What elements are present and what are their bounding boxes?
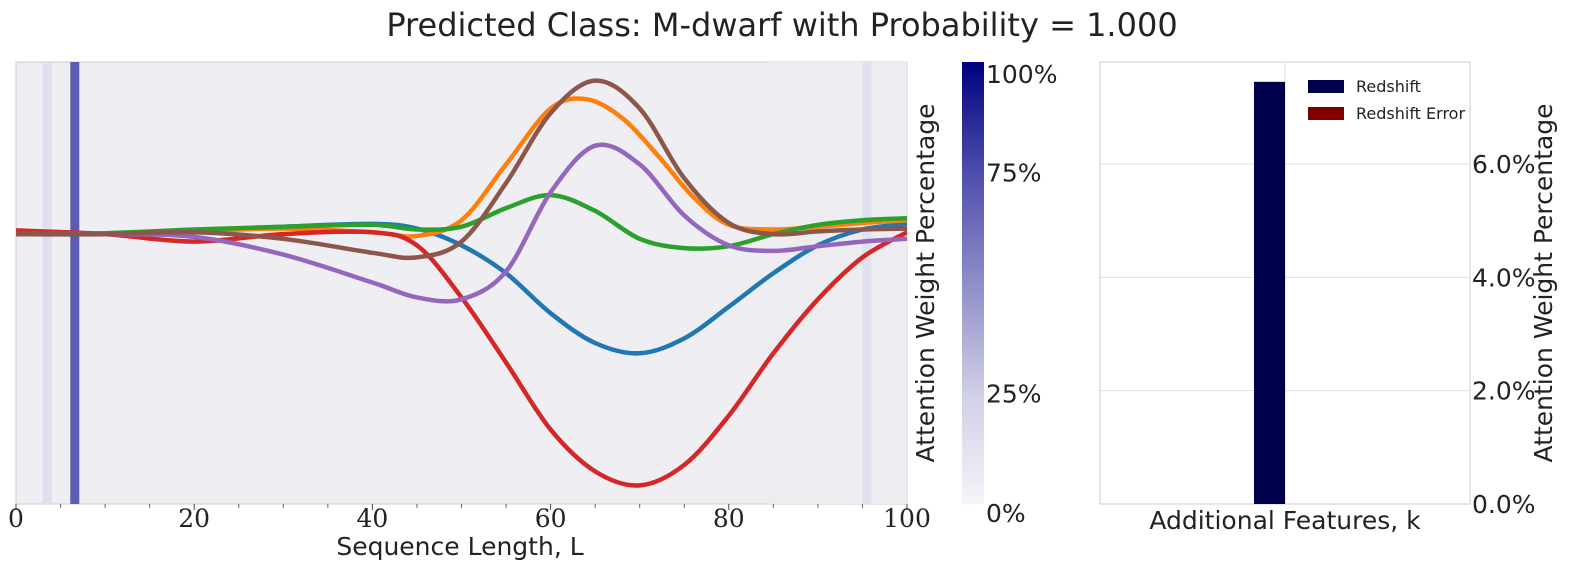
colorbar: 100% 75% 25% 0% Attention Weight Percentage bbox=[911, 60, 1057, 528]
legend-label: Redshift Error bbox=[1356, 104, 1465, 123]
attention-band bbox=[862, 62, 872, 504]
y-tick-label: 2.0% bbox=[1472, 377, 1536, 406]
bar-y-axis-label: Attention Weight Percentage bbox=[1529, 103, 1558, 462]
legend-label: Redshift bbox=[1356, 77, 1421, 96]
y-tick-label: 0.0% bbox=[1472, 490, 1536, 519]
x-tick-label: 40 bbox=[356, 504, 388, 533]
colorbar-tick-label: 100% bbox=[986, 60, 1057, 89]
x-axis-ticks: 0 20 40 60 80 100 bbox=[8, 504, 931, 533]
background-shading bbox=[768, 62, 907, 504]
y-axis-ticks: 6.0% 4.0% 2.0% 0.0% bbox=[1472, 150, 1536, 519]
x-tick-label: 0 bbox=[8, 504, 24, 533]
y-tick-label: 6.0% bbox=[1472, 150, 1536, 179]
legend: Redshift Redshift Error bbox=[1308, 77, 1465, 123]
attention-band bbox=[70, 62, 80, 504]
bars bbox=[1254, 81, 1285, 504]
colorbar-label: Attention Weight Percentage bbox=[911, 103, 940, 462]
colorbar-tick-label: 25% bbox=[986, 380, 1042, 409]
bar bbox=[1254, 81, 1285, 504]
x-tick-label: 20 bbox=[178, 504, 210, 533]
colorbar-tick-label: 75% bbox=[986, 159, 1042, 188]
colorbar-tick-label: 0% bbox=[986, 499, 1026, 528]
attention-band bbox=[42, 62, 52, 504]
colorbar-ticks: 100% 75% 25% 0% bbox=[986, 60, 1057, 528]
series-line bbox=[16, 78, 907, 261]
y-tick-label: 4.0% bbox=[1472, 263, 1536, 292]
x-axis-label: Sequence Length, L bbox=[336, 532, 583, 561]
bar-x-axis-label: Additional Features, k bbox=[1149, 506, 1421, 535]
x-tick-label: 100 bbox=[883, 504, 931, 533]
figure-title: Predicted Class: M-dwarf with Probabilit… bbox=[386, 6, 1177, 44]
x-tick-label: 80 bbox=[713, 504, 745, 533]
series-lines bbox=[16, 78, 907, 488]
sequence-plot: 0 20 40 60 80 100 Sequence Length, L bbox=[8, 61, 931, 561]
x-tick-label: 60 bbox=[535, 504, 567, 533]
legend-swatch bbox=[1308, 107, 1344, 120]
legend-swatch bbox=[1308, 80, 1344, 93]
series-line bbox=[16, 228, 907, 488]
series-line bbox=[16, 142, 907, 304]
colorbar-gradient bbox=[962, 62, 984, 504]
attention-bands bbox=[42, 62, 907, 504]
